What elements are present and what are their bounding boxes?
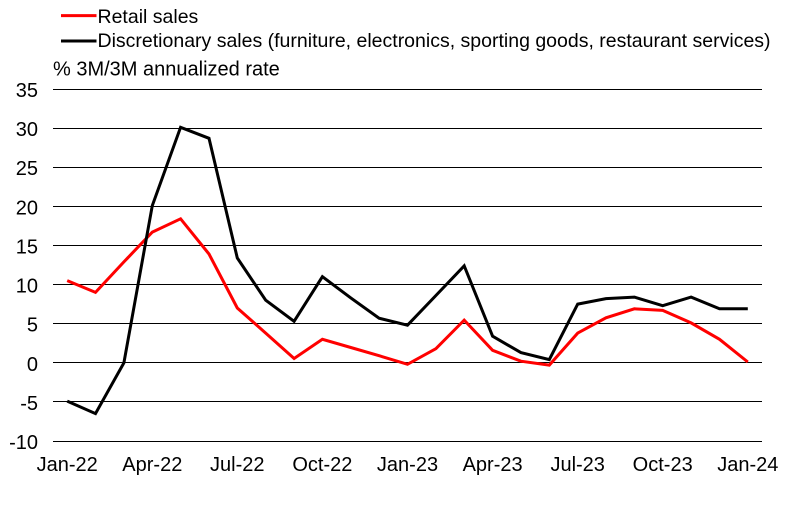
svg-text:Oct-22: Oct-22 <box>292 454 352 476</box>
svg-text:35: 35 <box>16 80 38 102</box>
svg-text:Jan-22: Jan-22 <box>37 454 98 476</box>
svg-text:Oct-23: Oct-23 <box>633 454 693 476</box>
svg-text:Jul-23: Jul-23 <box>550 454 604 476</box>
svg-text:5: 5 <box>27 315 38 337</box>
svg-text:-10: -10 <box>9 432 38 454</box>
svg-text:Jan-24: Jan-24 <box>717 454 778 476</box>
svg-text:Jul-22: Jul-22 <box>210 454 264 476</box>
svg-text:0: 0 <box>27 354 38 376</box>
svg-text:25: 25 <box>16 158 38 180</box>
svg-text:Discretionary sales (furniture: Discretionary sales (furniture, electron… <box>98 30 771 52</box>
svg-text:% 3M/3M annualized rate: % 3M/3M annualized rate <box>53 59 280 81</box>
svg-text:Apr-22: Apr-22 <box>122 454 182 476</box>
svg-text:-5: -5 <box>20 393 38 415</box>
svg-text:Apr-23: Apr-23 <box>463 454 523 476</box>
svg-text:Jan-23: Jan-23 <box>377 454 438 476</box>
svg-text:15: 15 <box>16 236 38 258</box>
svg-text:10: 10 <box>16 276 38 298</box>
svg-text:20: 20 <box>16 197 38 219</box>
svg-text:Retail sales: Retail sales <box>98 6 199 28</box>
svg-text:30: 30 <box>16 119 38 141</box>
